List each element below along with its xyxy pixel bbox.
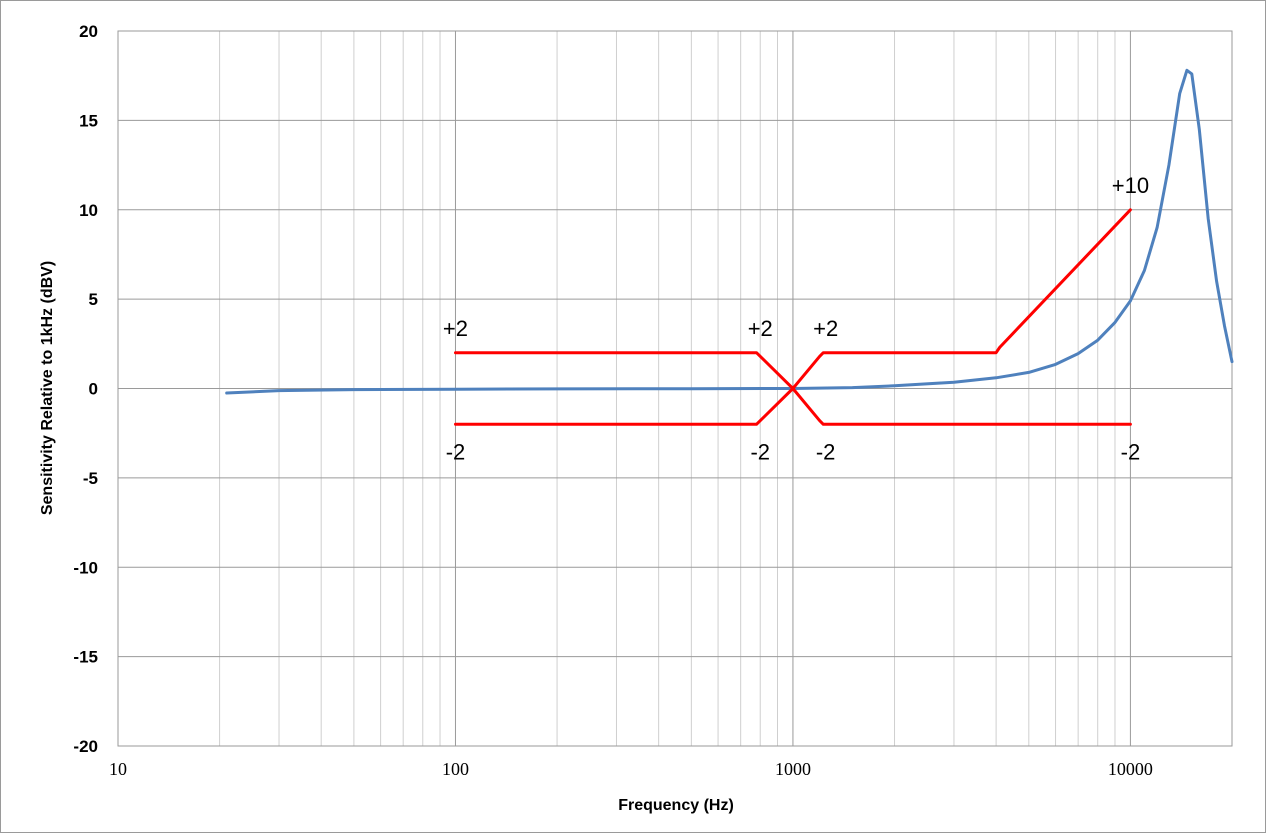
limit-annotation: -2	[816, 439, 836, 464]
x-tick-label: 1000	[775, 759, 811, 779]
x-tick-label: 10000	[1108, 759, 1153, 779]
limit-annotation: -2	[446, 439, 466, 464]
y-tick-label: 0	[89, 380, 98, 399]
series-group	[227, 70, 1232, 424]
y-tick-label: -20	[73, 737, 98, 756]
y-tick-label: -5	[83, 469, 98, 488]
y-tick-label: 20	[79, 22, 98, 41]
y-tick-label: 10	[79, 201, 98, 220]
y-tick-label: 15	[79, 111, 98, 130]
x-tick-label: 100	[442, 759, 469, 779]
x-tick-labels: 10 100 1000 10000	[109, 759, 1153, 779]
y-tick-label: -10	[73, 558, 98, 577]
limit-annotation: +2	[443, 316, 468, 341]
y-tick-labels: 20 15 10 5 0 -5 -10 -15 -20	[73, 22, 98, 756]
limit-annotation: -2	[1121, 439, 1141, 464]
limit-annotation: +10	[1112, 173, 1149, 198]
x-axis-title: Frequency (Hz)	[618, 797, 734, 814]
y-tick-label: -15	[73, 648, 98, 667]
limit-annotation: +2	[813, 316, 838, 341]
y-tick-label: 5	[89, 290, 98, 309]
y-axis-title: Sensitivity Relative to 1kHz (dBV)	[39, 261, 56, 515]
annotation-group: +2 +2 +2 +10 -2 -2 -2 -2	[443, 173, 1149, 465]
x-tick-label: 10	[109, 759, 127, 779]
limit-annotation: -2	[750, 439, 770, 464]
limit-annotation: +2	[748, 316, 773, 341]
response-curve	[227, 70, 1232, 393]
